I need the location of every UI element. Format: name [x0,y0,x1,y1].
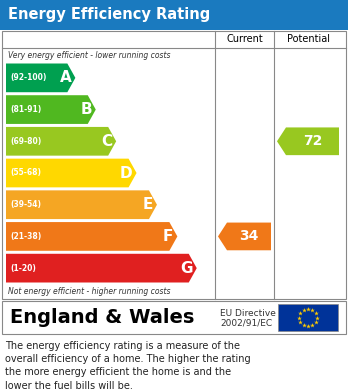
Text: 72: 72 [303,134,322,148]
Bar [278,304,338,331]
Text: Not energy efficient - higher running costs: Not energy efficient - higher running co… [8,287,171,296]
Text: A: A [60,70,71,85]
Text: (69-80): (69-80) [10,137,41,146]
Text: 34: 34 [239,230,259,244]
Polygon shape [6,63,76,92]
Text: (39-54): (39-54) [10,200,41,209]
Polygon shape [218,222,271,250]
Text: E: E [143,197,153,212]
Text: C: C [101,134,112,149]
Text: G: G [180,261,193,276]
Text: D: D [120,165,133,181]
Text: Very energy efficient - lower running costs: Very energy efficient - lower running co… [8,50,171,59]
Bar [2,31,346,299]
Bar [2,301,346,334]
Text: Potential: Potential [286,34,330,44]
Text: 2002/91/EC: 2002/91/EC [220,318,272,327]
Polygon shape [6,222,177,251]
Polygon shape [277,127,339,155]
Text: (55-68): (55-68) [10,169,41,178]
Polygon shape [6,95,96,124]
Text: B: B [80,102,92,117]
Text: (81-91): (81-91) [10,105,41,114]
Text: EU Directive: EU Directive [220,309,276,318]
Polygon shape [6,190,157,219]
Polygon shape [6,254,197,283]
Text: (21-38): (21-38) [10,232,41,241]
Text: Current: Current [226,34,263,44]
Polygon shape [6,127,116,156]
Text: England & Wales: England & Wales [10,308,195,327]
Text: The energy efficiency rating is a measure of the
overall efficiency of a home. T: The energy efficiency rating is a measur… [5,341,251,391]
Bar [0,0,348,30]
Text: (1-20): (1-20) [10,264,36,273]
Text: (92-100): (92-100) [10,74,46,83]
Text: F: F [163,229,173,244]
Text: Energy Efficiency Rating: Energy Efficiency Rating [8,7,210,23]
Polygon shape [6,159,136,187]
